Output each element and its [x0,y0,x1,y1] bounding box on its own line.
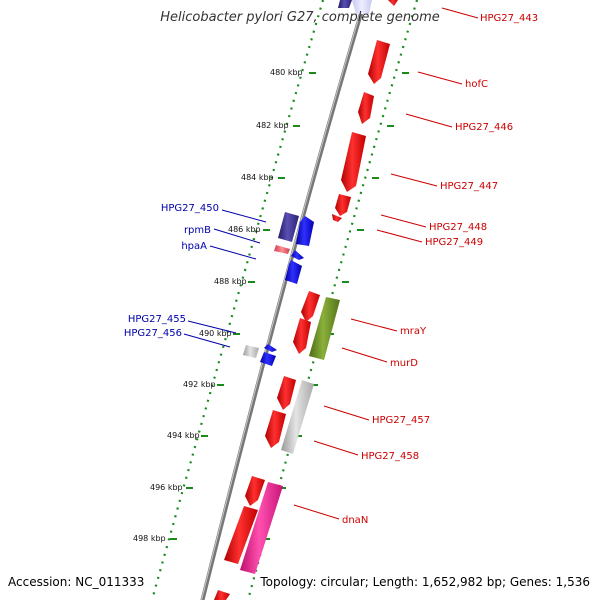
gene-glyph-dnan[interactable] [245,476,265,506]
genome-backbone [200,0,368,600]
gene-label-rpmb[interactable]: rpmB [184,225,211,236]
accession-text: Accession: NC_011333 [8,575,145,589]
axis-tick-label-490: 490 kbp [199,329,232,338]
gene-glyph-hpg27-447[interactable] [341,132,366,192]
forward-strand-genes [214,0,398,600]
gene-glyph-hpaa-2[interactable] [285,260,302,284]
axis-tick-label-480: 480 kbp [270,68,303,77]
gene-glyph-hpg27-449[interactable] [332,214,342,222]
gene-labels: HPG27_443 hofC HPG27_446 HPG27_447 HPG27… [124,13,538,526]
axis-tick-label-498: 498 kbp [133,534,166,543]
gene-label-hpg27-457[interactable]: HPG27_457 [372,415,430,426]
gene-glyph-hpg27-455[interactable] [243,345,259,358]
axis-tick-label-484: 484 kbp [241,173,274,182]
axis-tick-label-496: 496 kbp [150,483,183,492]
gene-label-hpg27-448[interactable]: HPG27_448 [429,222,487,233]
gene-glyph-hpg27-446[interactable] [358,92,374,124]
gene-glyph-hpg27-448[interactable] [335,194,351,216]
gene-glyph-top-pale[interactable] [352,0,372,14]
gene-glyph-mray-2[interactable] [293,318,311,354]
gene-glyph-mray[interactable] [301,291,320,322]
gene-label-hpg27-450[interactable]: HPG27_450 [161,203,219,214]
leader-lines [183,7,479,520]
gene-label-hpg27-458[interactable]: HPG27_458 [361,451,419,462]
gene-glyph-hpg27-450[interactable] [278,212,299,242]
gene-label-hpg27-446[interactable]: HPG27_446 [455,122,513,133]
map-title: Helicobacter pylori G27, complete genome [160,10,440,25]
gene-glyph-murd[interactable] [309,297,340,360]
axis-tick-label-482: 482 kbp [256,121,289,130]
gene-label-hpg27-449[interactable]: HPG27_449 [425,237,483,248]
gene-label-hpg27-447[interactable]: HPG27_447 [440,181,498,192]
gene-glyph-red-bottom[interactable] [214,590,230,600]
gene-label-hpaa[interactable]: hpaA [181,241,207,252]
genome-backbone-highlight [200,0,365,600]
gene-label-hpg27-456[interactable]: HPG27_456 [124,328,182,339]
axis-tick-label-488: 488 kbp [214,277,247,286]
reverse-strand-genes [243,0,372,366]
gene-glyph-hpg27-458[interactable] [281,380,314,454]
gene-glyph-hpg27-450-blue[interactable] [296,216,314,246]
axis-ticks: 480 kbp 482 kbp 484 kbp 486 kbp 488 kbp … [133,68,316,543]
gene-label-dnan[interactable]: dnaN [342,515,368,526]
gene-glyph-hpg27-456-arrow[interactable] [264,344,277,352]
gene-glyph-top-left[interactable] [338,0,352,8]
axis-tick-label-492: 492 kbp [183,380,216,389]
gene-glyph-red-lower[interactable] [224,506,258,564]
gene-glyph-hpg27-457-b[interactable] [265,410,286,448]
axis-tick-label-486: 486 kbp [228,225,261,234]
gene-glyph-hpaa[interactable] [291,250,304,260]
inner-tick-ring [150,0,325,600]
gene-glyph-hpg27-457[interactable] [277,376,296,410]
gene-label-hpg27-455[interactable]: HPG27_455 [128,314,186,325]
axis-tick-label-494: 494 kbp [167,431,200,440]
topology-text: Topology: circular; Length: 1,652,982 bp… [260,575,590,589]
gene-glyph-hofc[interactable] [368,40,390,84]
gene-label-hpg27-443[interactable]: HPG27_443 [480,13,538,24]
gene-glyph-hpg27-456[interactable] [260,352,276,366]
gene-label-mray[interactable]: mraY [400,326,427,337]
gene-glyph-hpg27-443[interactable] [388,0,398,6]
gene-glyph-dnan-pink[interactable] [240,482,283,574]
gene-glyph-rpmb[interactable] [274,245,290,254]
gene-label-hofc[interactable]: hofC [465,79,488,90]
gene-label-murd[interactable]: murD [390,358,418,369]
